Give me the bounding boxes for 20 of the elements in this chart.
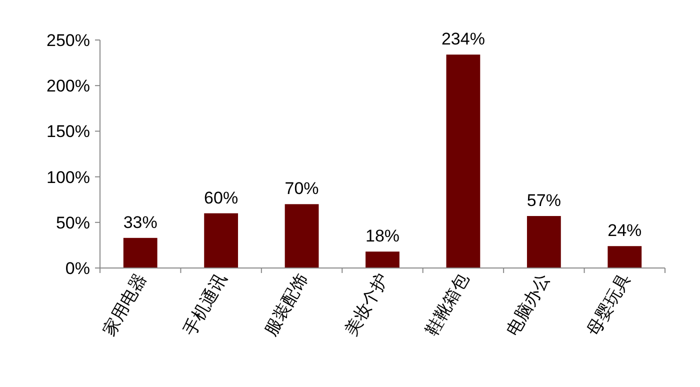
x-tick-label: 电脑办公 (502, 270, 554, 339)
y-tick-label: 150% (46, 122, 90, 142)
x-tick-label: 美妆个护 (342, 270, 392, 339)
y-tick-label: 0% (65, 259, 90, 278)
data-label: 24% (608, 221, 642, 240)
data-label: 70% (284, 179, 319, 198)
data-label: 60% (204, 188, 238, 208)
data-label: 57% (526, 191, 561, 210)
data-label: 234% (441, 30, 485, 49)
y-tick-label: 100% (46, 168, 90, 187)
y-tick-label: 200% (46, 76, 90, 96)
x-tick-label: 手机通讯 (180, 270, 231, 339)
x-tick-label: 母婴玩具 (584, 270, 634, 339)
x-tick-label: 服装配饰 (260, 270, 312, 339)
x-tick-label: 鞋靴箱包 (422, 270, 473, 339)
x-tick-label: 家用电器 (99, 270, 150, 339)
y-tick-label: 50% (56, 213, 90, 232)
data-label: 18% (365, 226, 400, 246)
y-tick-label: 250% (46, 31, 90, 50)
data-label: 33% (123, 212, 158, 232)
